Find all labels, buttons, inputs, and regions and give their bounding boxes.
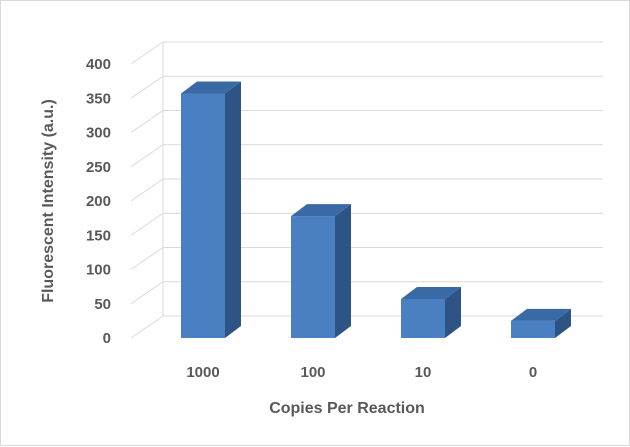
y-tick-label: 400	[86, 56, 111, 73]
x-axis-title: Copies Per Reaction	[269, 400, 425, 417]
bar-side	[225, 81, 241, 338]
bar	[291, 204, 351, 338]
x-tick-label: 10	[415, 364, 432, 381]
y-tick-label: 300	[86, 125, 111, 142]
bar-top	[511, 308, 571, 321]
bar-side	[335, 204, 351, 338]
bar-top	[181, 81, 241, 94]
bar-front	[401, 298, 445, 338]
y-tick-label: 50	[94, 296, 111, 313]
y-axis-ticks: 0 50 100 150 200 250 300 350 400	[86, 56, 111, 347]
bar-side	[445, 286, 461, 338]
y-axis-title: Fluorescent Intensity (a.u.)	[40, 99, 57, 303]
x-tick-label: 1000	[186, 364, 219, 381]
y-tick-label: 150	[86, 227, 111, 244]
y-tick-label: 350	[86, 90, 111, 107]
gridline-depth	[130, 144, 164, 168]
bar	[511, 308, 571, 338]
bar-top	[291, 204, 351, 217]
bar-top	[401, 286, 461, 299]
gridline-depth	[130, 110, 164, 133]
bar-side	[555, 308, 571, 338]
gridline-depth	[130, 247, 164, 270]
bars	[181, 81, 571, 338]
bar	[181, 81, 241, 338]
x-axis-ticks: 1000 100 10 0	[186, 364, 537, 381]
bar-front	[291, 216, 335, 338]
x-tick-label: 0	[529, 364, 537, 381]
bar-front	[511, 320, 555, 338]
gridline-depth	[130, 212, 164, 236]
y-tick-label: 250	[86, 159, 111, 176]
bar-front	[181, 93, 225, 338]
y-tick-label: 0	[103, 330, 111, 347]
x-tick-label: 100	[300, 364, 325, 381]
gridline-depth	[130, 178, 164, 202]
gridline-depth	[130, 281, 164, 305]
gridline-depth	[130, 75, 164, 99]
gridline-depth	[130, 41, 164, 65]
gridline-depth	[130, 315, 164, 339]
bar	[401, 286, 461, 338]
y-tick-label: 200	[86, 193, 111, 210]
y-tick-label: 100	[86, 262, 111, 279]
